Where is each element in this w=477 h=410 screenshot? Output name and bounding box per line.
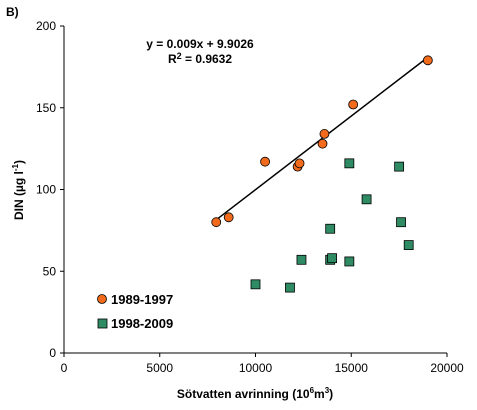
axis-ticks: 0 50 100 150 200 0 5000 10000 15000 20000 <box>36 19 464 375</box>
x-axis-title-end: ) <box>329 387 333 401</box>
panel-label: B) <box>6 5 19 19</box>
x-tick-label: 15000 <box>335 361 369 375</box>
x-axis-title-unit: m <box>314 387 325 401</box>
trendline-equation: y = 0.009x + 9.9026 <box>146 37 254 51</box>
legend-label-1989-1997: 1989-1997 <box>111 292 173 307</box>
point-1998-2009 <box>361 194 372 205</box>
point-1998-2009 <box>344 256 355 267</box>
legend-marker-1998-2009 <box>97 318 108 329</box>
data-points-layer <box>211 55 433 293</box>
legend-marker-1989-1997 <box>97 294 107 304</box>
point-1998-2009 <box>285 282 295 293</box>
y-tick-label: 0 <box>49 346 56 360</box>
y-tick-label: 50 <box>43 264 57 278</box>
r2-value: = 0.9632 <box>182 52 233 66</box>
point-1998-2009 <box>396 217 406 228</box>
point-1989-1997 <box>211 217 222 228</box>
point-1998-2009 <box>403 240 414 250</box>
point-1989-1997 <box>223 212 234 223</box>
x-axis-title-unit-sup: 3 <box>325 386 330 395</box>
trendline-layer <box>215 56 429 221</box>
y-axis-title: DIN (µg l-1) <box>11 160 26 220</box>
point-1989-1997 <box>422 55 433 66</box>
x-axis-title-sup: 6 <box>310 386 315 395</box>
x-tick-label: 5000 <box>146 361 173 375</box>
x-axis-title: Sötvatten avrinning (106m3) <box>177 386 333 401</box>
point-1989-1997 <box>260 156 270 167</box>
point-1998-2009 <box>344 158 355 169</box>
point-1989-1997 <box>317 138 328 149</box>
y-axis-title-text: DIN (µg l <box>12 171 26 220</box>
point-1989-1997 <box>348 99 359 110</box>
y-axis-title-sup: -1 <box>11 163 20 171</box>
x-tick-label: 10000 <box>239 361 273 375</box>
y-tick-label: 200 <box>36 19 56 33</box>
legend-label-1998-2009: 1998-2009 <box>111 316 173 331</box>
x-tick-label: 20000 <box>430 361 464 375</box>
y-tick-label: 150 <box>36 101 56 115</box>
point-1998-2009 <box>325 223 336 234</box>
y-axis-title-end: ) <box>12 160 26 164</box>
r2-superscript: 2 <box>177 51 182 61</box>
x-axis-title-text: Sötvatten avrinning (10 <box>177 387 310 401</box>
point-1998-2009 <box>296 254 307 265</box>
point-1998-2009 <box>250 279 261 290</box>
point-1998-2009 <box>394 161 405 172</box>
point-1989-1997 <box>319 129 330 139</box>
legend: 1989-1997 1998-2009 <box>97 292 173 331</box>
x-tick-label: 0 <box>61 361 68 375</box>
trendline <box>215 56 429 221</box>
r2-prefix: R <box>168 52 177 66</box>
point-1989-1997 <box>294 158 305 169</box>
point-1998-2009 <box>327 253 338 264</box>
r-squared-label: R2 = 0.9632 <box>168 51 232 66</box>
y-tick-label: 100 <box>36 183 56 197</box>
